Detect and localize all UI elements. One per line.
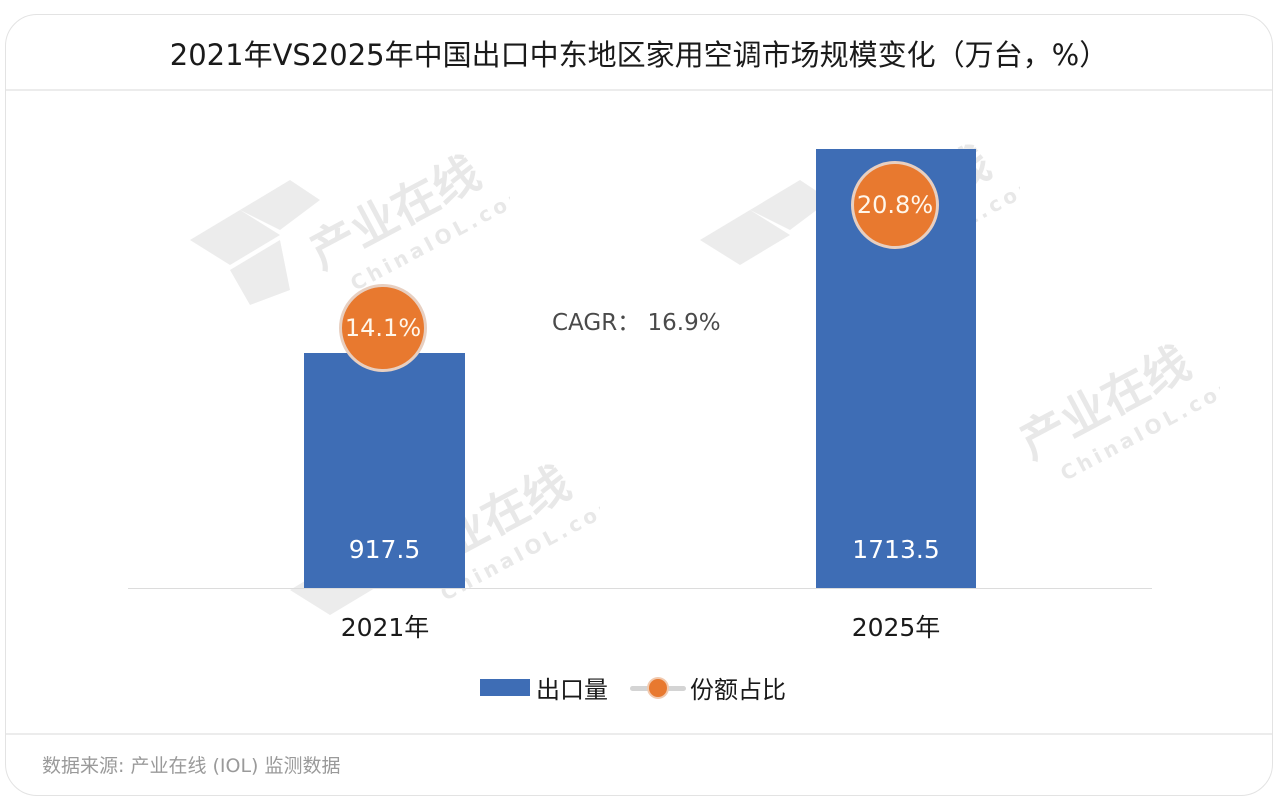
legend-label-share: 份额占比 [690,676,786,704]
legend-label-export: 出口量 [536,676,608,704]
bar-2021: 917.5 [304,353,465,588]
footer-divider [6,733,1272,735]
bar-value-label: 1713.5 [852,535,940,564]
x-tick-label: 2021年 [340,613,430,642]
bar-value-label: 917.5 [348,535,421,564]
chart-card: 2021年VS2025年中国出口中东地区家用空调市场规模变化（万台，%） [5,14,1273,796]
share-bubble-2021: 14.1% [339,284,427,372]
legend-bar-swatch-icon [480,679,530,696]
legend: 出口量 份额占比 [480,670,786,705]
share-label: 14.1% [344,314,422,342]
data-source: 数据来源: 产业在线 (IOL) 监测数据 [42,754,341,777]
share-label: 20.8% [856,191,934,219]
x-tick-label: 2025年 [851,613,941,642]
share-bubble-2025: 20.8% [851,161,939,249]
header-divider [6,89,1272,91]
legend-line-marker-icon [630,678,686,698]
x-axis-baseline [128,588,1152,589]
chart-title: 2021年VS2025年中国出口中东地区家用空调市场规模变化（万台，%） [169,37,1109,72]
cagr-annotation: CAGR： 16.9% [552,310,721,336]
